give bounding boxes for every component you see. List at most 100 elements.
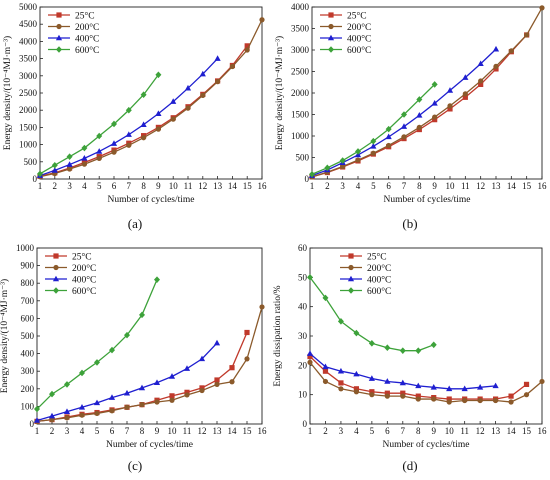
data-point [214, 55, 221, 61]
legend-label: 600°C [75, 45, 99, 56]
data-point [124, 331, 130, 339]
data-point [81, 144, 88, 152]
panel-label: (c) [128, 458, 142, 473]
data-point [63, 408, 71, 414]
legend-label: 400°C [367, 274, 391, 285]
series-line [39, 19, 263, 178]
data-point [81, 155, 88, 161]
series-line [309, 356, 527, 400]
data-point [309, 170, 315, 178]
data-point [462, 91, 468, 97]
x-tick-label: 16 [258, 426, 268, 436]
y-tick-label: 0 [305, 174, 310, 184]
data-point [338, 380, 344, 386]
data-point [462, 94, 468, 100]
y-tick-label: 600 [21, 313, 35, 323]
data-point [492, 45, 500, 52]
legend-marker [56, 46, 62, 53]
x-axis-label: Number of cycles/time [107, 194, 194, 205]
series-600c [307, 274, 437, 354]
data-point [339, 157, 346, 164]
data-point [415, 393, 421, 399]
y-tick-label: 0 [30, 419, 35, 429]
x-tick-label: 4 [354, 426, 359, 436]
data-point [384, 344, 391, 352]
data-point [415, 396, 421, 402]
y-axis-label: Energy density/(10⁻⁴MJ·m⁻³) [2, 36, 13, 150]
data-point [244, 356, 250, 362]
data-point [508, 393, 514, 399]
x-tick-label: 16 [258, 181, 268, 191]
x-tick-label: 13 [213, 426, 223, 436]
x-tick-label: 13 [213, 181, 223, 191]
series-line [311, 7, 543, 178]
y-tick-label: 4000 [291, 2, 310, 12]
data-point [385, 133, 392, 140]
data-point [446, 396, 452, 402]
y-tick-label: 20 [298, 360, 308, 370]
y-tick-label: 30 [298, 331, 308, 341]
x-tick-label: 2 [323, 426, 328, 436]
y-tick-label: 3500 [291, 24, 310, 34]
data-point [198, 355, 206, 362]
data-point [111, 120, 117, 128]
x-tick-label: 6 [112, 181, 117, 191]
data-point [368, 375, 375, 381]
x-tick-label: 5 [370, 426, 375, 436]
legend-marker [328, 12, 334, 18]
data-point [416, 96, 423, 103]
y-axis-label: Energy density/(10⁻⁴MJ·m⁻³) [274, 36, 285, 150]
x-tick-label: 3 [339, 426, 344, 436]
data-point [430, 341, 437, 349]
x-tick-label: 1 [308, 426, 313, 436]
x-tick-label: 6 [385, 426, 390, 436]
legend-marker [53, 264, 59, 271]
y-tick-label: 3000 [19, 71, 38, 81]
data-point [384, 378, 391, 384]
legend-marker [348, 287, 354, 294]
data-point [96, 148, 103, 154]
y-tick-label: 300 [21, 366, 35, 376]
data-point [353, 389, 359, 395]
panel-label: (b) [402, 216, 417, 231]
data-point [338, 386, 344, 392]
y-tick-label: 900 [21, 261, 35, 271]
data-point [447, 106, 453, 112]
data-point [215, 79, 221, 85]
y-tick-label: 200 [21, 384, 35, 394]
legend-marker [53, 287, 59, 294]
data-point [508, 399, 514, 405]
y-tick-label: 400 [21, 349, 35, 359]
chart-a: 1 2 3 4 5 6 7 8 9 10 11 12 13 14 15 1605001000150020002… [2, 2, 267, 231]
legend-label: 600°C [367, 286, 391, 297]
data-point [81, 161, 87, 167]
data-point [432, 114, 438, 120]
legend-label: 25°C [75, 10, 95, 21]
data-point [64, 415, 70, 421]
data-point [370, 143, 377, 149]
data-point [140, 91, 147, 99]
x-tick-label: 7 [401, 426, 406, 436]
x-tick-label: 3 [340, 181, 345, 191]
x-tick-label: 5 [371, 181, 376, 191]
data-point [96, 132, 103, 140]
data-point [400, 390, 406, 396]
data-point [138, 384, 146, 391]
data-point [108, 394, 116, 400]
y-tick-label: 0 [303, 419, 308, 429]
x-tick-label: 6 [110, 426, 115, 436]
chart-c: 1 2 3 4 5 6 7 8 9 10 11 12 13 14 15 1601002003004005006… [0, 243, 267, 473]
series-400c [33, 339, 221, 423]
data-point [539, 378, 545, 385]
data-point [67, 166, 73, 172]
x-tick-label: 12 [476, 181, 485, 191]
data-point [539, 5, 545, 11]
data-point [109, 408, 115, 414]
legend-marker [56, 23, 62, 30]
data-point [66, 161, 73, 167]
data-point [370, 150, 376, 156]
data-point [64, 381, 70, 388]
data-point [340, 163, 346, 170]
